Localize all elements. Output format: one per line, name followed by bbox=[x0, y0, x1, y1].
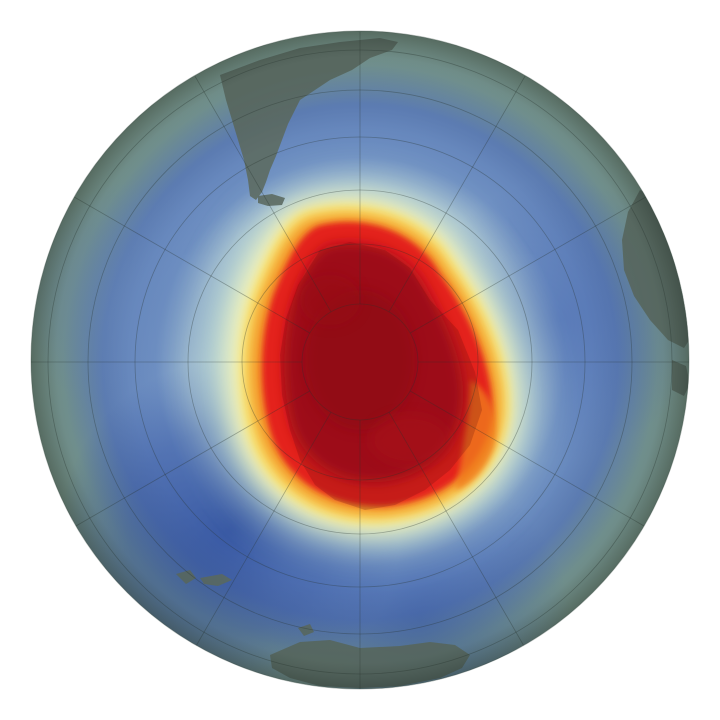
limb-shading bbox=[31, 31, 689, 689]
globe-outline bbox=[30, 30, 690, 690]
globe-disk bbox=[31, 31, 689, 689]
